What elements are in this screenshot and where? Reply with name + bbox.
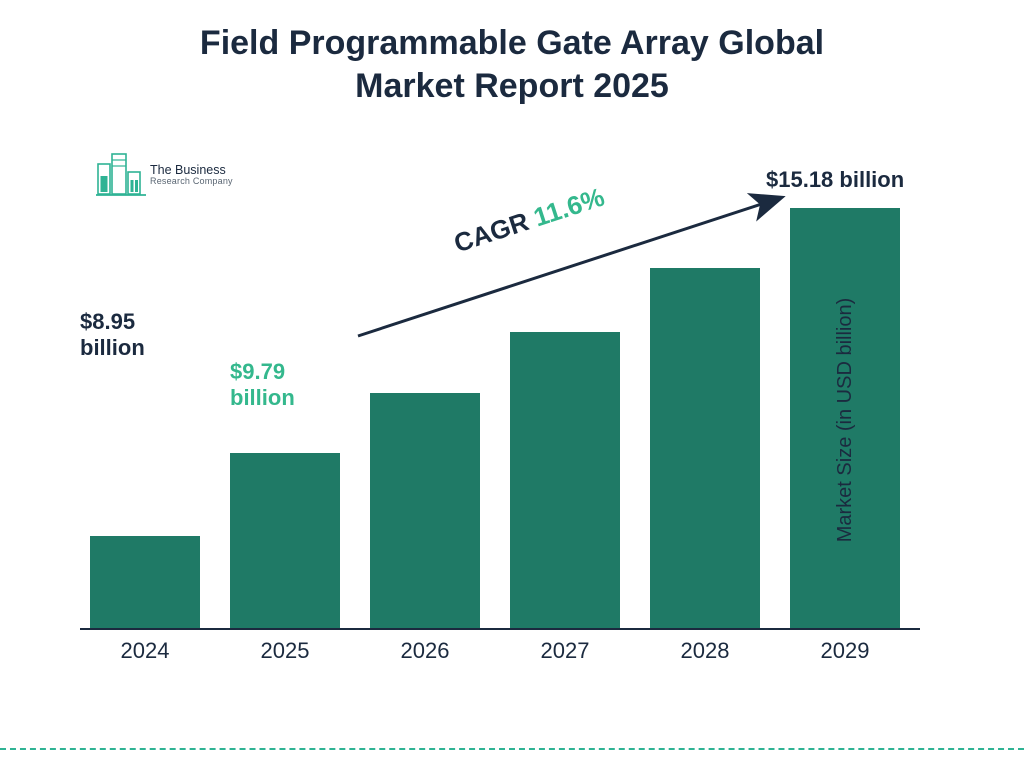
bar-slot: 2025 (230, 453, 340, 628)
x-tick-label: 2029 (790, 638, 900, 664)
bar (510, 332, 620, 628)
bar (370, 393, 480, 628)
value-label: $15.18 billion (766, 167, 904, 192)
x-tick-label: 2024 (90, 638, 200, 664)
bar-slot: 2027 (510, 332, 620, 628)
x-axis (80, 628, 920, 630)
bar-slot: 2026 (370, 393, 480, 628)
chart-title: Field Programmable Gate Array Global Mar… (0, 22, 1024, 107)
value-label: $9.79billion (230, 359, 295, 410)
y-axis-label: Market Size (in USD billion) (834, 298, 857, 543)
x-tick-label: 2028 (650, 638, 760, 664)
x-tick-label: 2025 (230, 638, 340, 664)
x-tick-label: 2026 (370, 638, 480, 664)
bar-slot: 2028 (650, 268, 760, 628)
x-tick-label: 2027 (510, 638, 620, 664)
title-line-2: Market Report 2025 (355, 67, 669, 105)
chart-area: 202420252026202720282029 CAGR 11.6% $8.9… (80, 170, 920, 670)
bar (650, 268, 760, 628)
bottom-divider (0, 748, 1024, 750)
value-label: $8.95billion (80, 309, 145, 360)
bars-container: 202420252026202720282029 (80, 208, 920, 628)
title-line-1: Field Programmable Gate Array Global (200, 24, 824, 62)
bar-slot: 2024 (90, 536, 200, 628)
bar (90, 536, 200, 628)
bar (230, 453, 340, 628)
